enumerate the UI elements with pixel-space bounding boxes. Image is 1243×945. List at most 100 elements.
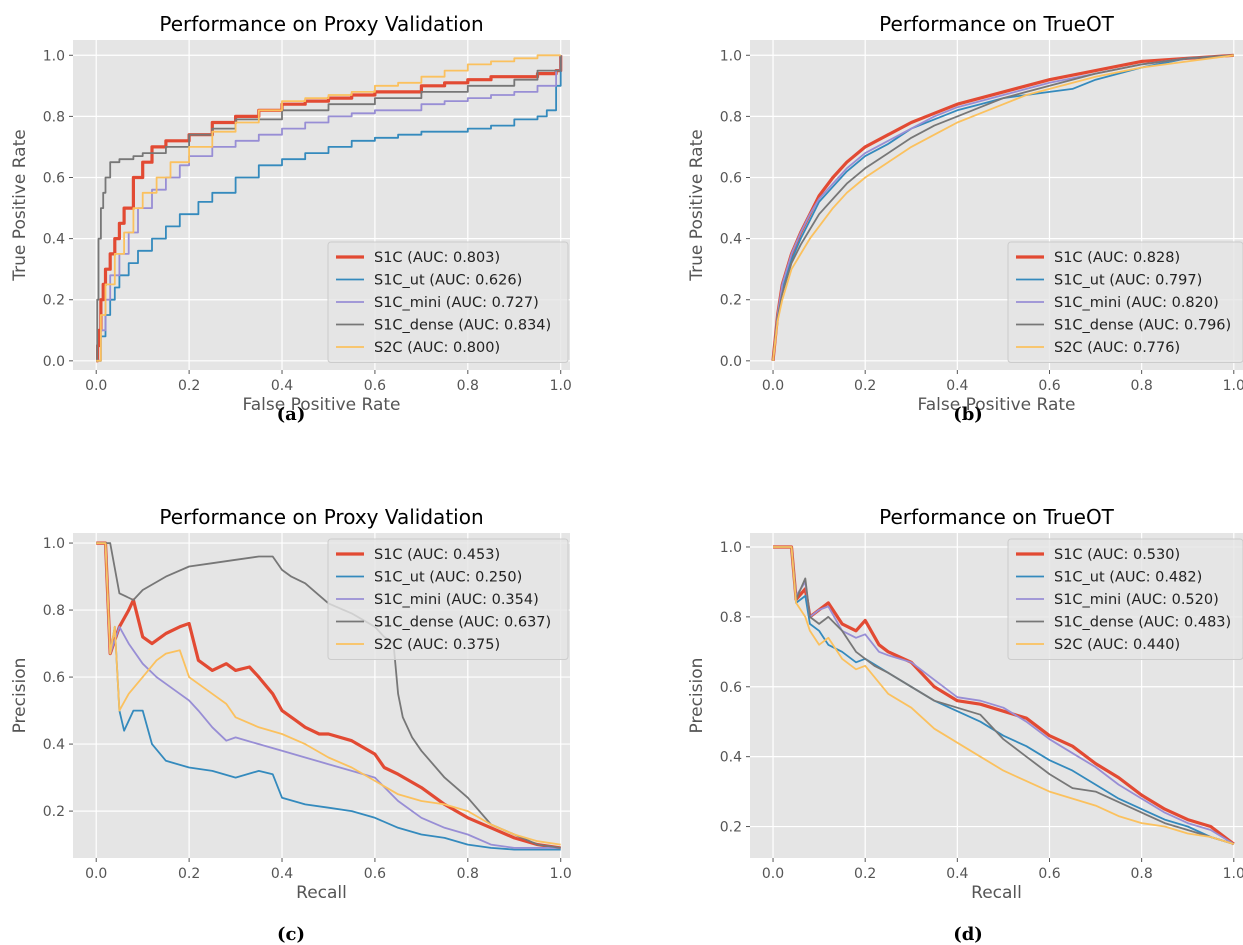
legend-entry: S1C_mini (AUC: 0.354) <box>374 592 539 608</box>
legend: S1C (AUC: 0.803) S1C_ut (AUC: 0.626) S1C_m… <box>327 241 569 363</box>
legend: S1C (AUC: 0.828) S1C_ut (AUC: 0.797) S1C_m… <box>1007 241 1243 363</box>
y-tick-label: 0.6 <box>43 171 65 187</box>
x-tick-label: 0.6 <box>364 866 386 882</box>
series-group <box>96 541 561 851</box>
legend-entry: S1C_ut (AUC: 0.797) <box>1054 273 1202 289</box>
legend-entry: S2C (AUC: 0.776) <box>1054 340 1180 356</box>
legend-box <box>1007 538 1243 660</box>
y-tick-label: 0.2 <box>43 293 65 309</box>
y-tick-label: 0.8 <box>43 109 65 125</box>
legend: S1C (AUC: 0.530) S1C_ut (AUC: 0.482) S1C_m… <box>1007 538 1243 660</box>
subfigure-caption: (a) <box>277 404 306 425</box>
x-tick-label: 0.8 <box>1131 378 1153 394</box>
x-tick-label: 0.4 <box>946 378 968 394</box>
y-tick-label: 0.2 <box>43 804 65 820</box>
y-axis-label: Precision <box>687 658 707 734</box>
y-tick-label: 1.0 <box>43 536 65 552</box>
legend-entry: S1C_mini (AUC: 0.820) <box>1054 295 1219 311</box>
y-tick-label: 0.8 <box>720 109 742 125</box>
series-line-s2c <box>772 54 1234 361</box>
legend-entry: S2C (AUC: 0.375) <box>374 637 500 653</box>
y-tick-label: 0.0 <box>43 354 65 370</box>
series-line-s1c-ut <box>96 542 561 851</box>
x-tick-label: 0.2 <box>178 866 200 882</box>
legend-entry: S2C (AUC: 0.440) <box>1054 637 1180 653</box>
legend-entry: S1C_dense (AUC: 0.637) <box>374 615 551 631</box>
x-tick-label: 0.4 <box>271 378 293 394</box>
series-line-s1c-mini <box>96 542 561 849</box>
chart-title: Performance on Proxy Validation <box>159 505 483 529</box>
series-line-s1c-mini <box>773 546 1235 845</box>
y-tick-label: 0.4 <box>720 232 742 248</box>
series-line-s1c-dense <box>772 54 1234 361</box>
x-axis-label: Recall <box>296 883 347 903</box>
x-tick-label: 0.0 <box>762 866 784 882</box>
y-tick-label: 0.4 <box>43 737 65 753</box>
chart-panel-b: 0.0 0.2 0.4 0.6 0.8 1.0 0.0 0.2 0.4 0.6 0.8 1.0 Perf… <box>687 12 1243 425</box>
chart-panel-a: 0.0 0.2 0.4 0.6 0.8 1.0 0.0 0.2 0.4 0.6 0.8 1.0 Perf… <box>10 12 572 425</box>
series-line-s2c <box>96 542 561 846</box>
series-line-s1c <box>96 55 563 363</box>
y-tick-label: 0.6 <box>720 680 742 696</box>
y-tick-label: 1.0 <box>43 48 65 64</box>
series-line-s1c <box>96 541 561 850</box>
x-tick-label: 0.6 <box>1038 378 1060 394</box>
x-tick-label: 1.0 <box>1223 378 1243 394</box>
x-tick-label: 0.2 <box>178 378 200 394</box>
x-tick-label: 0.2 <box>854 378 876 394</box>
chart-panel-c: 0.0 0.2 0.4 0.6 0.8 1.0 0.2 0.4 0.6 0.8 1.0 Perform… <box>10 505 572 945</box>
legend-entry: S1C_ut (AUC: 0.250) <box>374 570 522 586</box>
legend-entry: S1C_dense (AUC: 0.834) <box>374 318 551 334</box>
x-tick-label: 1.0 <box>550 866 572 882</box>
x-tick-label: 0.0 <box>85 866 107 882</box>
y-tick-label: 1.0 <box>720 540 742 556</box>
legend-entry: S1C_mini (AUC: 0.520) <box>1054 592 1219 608</box>
y-tick-label: 0.8 <box>720 610 742 626</box>
y-tick-label: 0.6 <box>720 171 742 187</box>
x-tick-label: 0.4 <box>946 866 968 882</box>
x-tick-label: 0.6 <box>1038 866 1060 882</box>
legend-entry: S1C_mini (AUC: 0.727) <box>374 295 539 311</box>
chart-title: Performance on Proxy Validation <box>159 12 483 36</box>
subfigure-caption: (d) <box>953 924 983 945</box>
chart-title: Performance on TrueOT <box>879 505 1115 529</box>
series-line-s1c-mini <box>772 54 1234 361</box>
x-tick-label: 0.4 <box>271 866 293 882</box>
y-tick-label: 0.8 <box>43 603 65 619</box>
x-tick-label: 0.0 <box>762 378 784 394</box>
y-tick-label: 0.0 <box>720 354 742 370</box>
series-group <box>773 545 1235 846</box>
legend-entry: S1C (AUC: 0.453) <box>374 547 500 563</box>
y-tick-label: 0.4 <box>720 750 742 766</box>
legend-box <box>1007 241 1243 363</box>
legend-entry: S1C_dense (AUC: 0.796) <box>1054 318 1231 334</box>
x-tick-label: 0.8 <box>457 378 479 394</box>
chart-panel-d: 0.0 0.2 0.4 0.6 0.8 1.0 0.2 0.4 0.6 0.8 1.0 Perform… <box>687 505 1243 945</box>
x-tick-label: 0.8 <box>457 866 479 882</box>
x-tick-label: 0.8 <box>1131 866 1153 882</box>
x-tick-label: 0.0 <box>85 378 107 394</box>
legend-entry: S1C_ut (AUC: 0.626) <box>374 273 522 289</box>
y-tick-label: 0.4 <box>43 232 65 248</box>
series-line-s1c-dense <box>773 546 1235 845</box>
series-line-s2c <box>96 54 561 362</box>
y-axis-label: True Positive Rate <box>687 129 707 281</box>
series-line-s1c-ut <box>773 546 1235 845</box>
x-tick-label: 0.6 <box>364 378 386 394</box>
x-axis-label: False Positive Rate <box>918 395 1076 415</box>
series-group <box>96 54 563 363</box>
legend-entry: S1C (AUC: 0.828) <box>1054 250 1180 266</box>
legend-entry: S2C (AUC: 0.800) <box>374 340 500 356</box>
x-tick-label: 1.0 <box>550 378 572 394</box>
x-tick-label: 0.2 <box>854 866 876 882</box>
y-axis-label: Precision <box>10 658 30 734</box>
legend-box <box>327 241 569 363</box>
y-tick-label: 0.2 <box>720 820 742 836</box>
legend-entry: S1C_dense (AUC: 0.483) <box>1054 615 1231 631</box>
subfigure-caption: (c) <box>277 924 305 945</box>
y-tick-label: 1.0 <box>720 48 742 64</box>
chart-title: Performance on TrueOT <box>879 12 1115 36</box>
legend-entry: S1C (AUC: 0.803) <box>374 250 500 266</box>
series-line-s1c-ut <box>96 55 562 362</box>
